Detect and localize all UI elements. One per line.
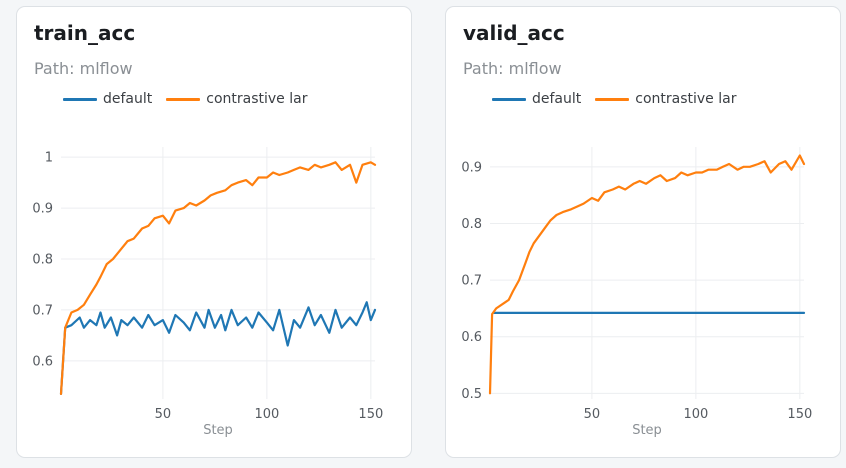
legend-label-contrastive: contrastive lar bbox=[206, 91, 308, 107]
chart-title: train_acc bbox=[34, 21, 136, 45]
series-line-default[interactable] bbox=[59, 301, 377, 395]
x-tick-label: 50 bbox=[584, 407, 601, 422]
x-tick-label: 100 bbox=[683, 407, 708, 422]
train-acc-card: train_acc Path: mlflow default contrasti… bbox=[16, 6, 412, 458]
legend-label-default: default bbox=[532, 91, 582, 107]
series-line-contrastive[interactable] bbox=[59, 161, 377, 395]
x-tick-label: 150 bbox=[358, 407, 383, 422]
chart-legend: default contrastive lar bbox=[63, 89, 307, 109]
chart-path: Path: mlflow bbox=[34, 59, 133, 78]
x-axis-title: Step bbox=[203, 423, 233, 438]
valid-acc-plot[interactable]: 50 100 150 0.5 0.6 0.7 0.8 0.9 Step bbox=[446, 7, 840, 457]
legend-label-default: default bbox=[103, 91, 153, 107]
y-tick-label: 0.5 bbox=[461, 387, 482, 402]
legend-swatch-contrastive bbox=[595, 97, 630, 101]
legend-swatch-default bbox=[492, 97, 526, 101]
valid-acc-card: valid_acc Path: mlflow default contrasti… bbox=[445, 6, 841, 458]
y-tick-label: 0.7 bbox=[32, 303, 53, 318]
y-tick-label: 0.6 bbox=[461, 330, 482, 345]
x-axis-title: Step bbox=[632, 423, 662, 438]
legend-item-contrastive[interactable]: contrastive lar bbox=[595, 91, 736, 107]
legend-item-default[interactable]: default bbox=[492, 91, 581, 107]
y-tick-label: 0.7 bbox=[461, 274, 482, 289]
chart-legend: default contrastive lar bbox=[492, 89, 736, 109]
legend-swatch-default bbox=[63, 97, 97, 101]
y-tick-label: 0.9 bbox=[461, 160, 482, 175]
train-acc-plot[interactable]: 50 100 150 0.6 0.7 0.8 0.9 1 Step bbox=[17, 7, 411, 457]
legend-swatch-contrastive bbox=[166, 97, 201, 101]
x-tick-label: 100 bbox=[254, 407, 279, 422]
series-line-contrastive[interactable] bbox=[488, 154, 806, 395]
legend-label-contrastive: contrastive lar bbox=[635, 91, 737, 107]
chart-title: valid_acc bbox=[463, 21, 565, 45]
chart-path: Path: mlflow bbox=[463, 59, 562, 78]
y-tick-label: 0.8 bbox=[461, 217, 482, 232]
x-tick-label: 150 bbox=[787, 407, 812, 422]
legend-item-default[interactable]: default bbox=[63, 91, 152, 107]
y-tick-label: 0.6 bbox=[32, 354, 53, 369]
x-tick-label: 50 bbox=[155, 407, 172, 422]
y-tick-label: 0.9 bbox=[32, 202, 53, 217]
legend-item-contrastive[interactable]: contrastive lar bbox=[166, 91, 307, 107]
y-tick-label: 1 bbox=[45, 151, 53, 166]
y-tick-label: 0.8 bbox=[32, 253, 53, 268]
